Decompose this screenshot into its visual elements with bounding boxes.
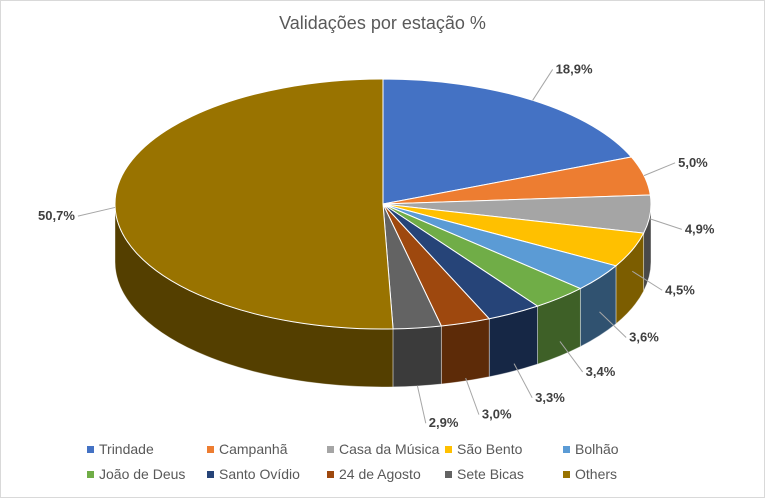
legend-label-3: São Bento — [457, 441, 523, 457]
chart-title: Validações por estação % — [279, 13, 486, 33]
legend-item-3: São Bento — [445, 441, 563, 457]
data-label-5: 3,4% — [586, 364, 616, 379]
legend-swatch-8 — [445, 470, 452, 478]
legend-swatch-4 — [563, 445, 570, 453]
data-label-3: 4,5% — [665, 282, 695, 297]
pie-slice-9 — [114, 78, 394, 330]
leader-line-9 — [77, 206, 116, 217]
legend-label-8: Sete Bicas — [457, 466, 524, 482]
leader-line-6 — [513, 363, 533, 399]
leader-line-8 — [416, 385, 427, 424]
leader-line-4 — [599, 311, 627, 338]
legend-item-9: Others — [563, 466, 673, 482]
legend-item-8: Sete Bicas — [445, 466, 563, 482]
legend-label-9: Others — [575, 466, 618, 482]
leader-line-5 — [559, 341, 584, 373]
data-label-7: 3,0% — [482, 407, 512, 422]
pie-side-7 — [440, 318, 490, 385]
legend-item-4: Bolhão — [563, 441, 673, 457]
legend-label-7: 24 de Agosto — [339, 466, 421, 482]
legend-swatch-1 — [207, 445, 214, 453]
leader-line-3 — [631, 270, 663, 291]
data-label-2: 4,9% — [685, 221, 715, 236]
leader-line-0 — [532, 69, 554, 101]
leader-line-7 — [465, 377, 480, 415]
pie-chart: 18,9% 5,0% 4,9% 4,5% 3,6% 3,4% 3,3% 3,0% 2,9% 50,… — [38, 61, 715, 430]
chart-legend: Trindade Campanhã Casa da Música São Bento B… — [87, 441, 687, 482]
legend-swatch-6 — [207, 470, 214, 478]
leader-line-2 — [649, 218, 682, 230]
data-label-0: 18,9% — [556, 61, 593, 76]
legend-swatch-9 — [563, 470, 570, 478]
legend-item-5: João de Deus — [87, 466, 207, 482]
legend-item-1: Campanhã — [207, 441, 327, 457]
data-label-1: 5,0% — [678, 155, 708, 170]
leader-line-1 — [643, 162, 676, 177]
legend-label-5: João de Deus — [99, 466, 186, 482]
legend-item-2: Casa da Música — [327, 441, 445, 457]
legend-label-4: Bolhão — [575, 441, 619, 457]
legend-swatch-5 — [87, 470, 94, 478]
legend-swatch-2 — [327, 445, 334, 453]
legend-swatch-7 — [327, 470, 334, 478]
legend-item-7: 24 de Agosto — [327, 466, 445, 482]
legend-label-0: Trindade — [99, 441, 154, 457]
legend-swatch-0 — [87, 445, 94, 453]
legend-swatch-3 — [445, 445, 452, 453]
data-label-4: 3,6% — [629, 330, 659, 345]
legend-label-2: Casa da Música — [339, 441, 440, 457]
pie-side-8 — [392, 325, 442, 388]
data-label-6: 3,3% — [535, 390, 565, 405]
data-label-8: 2,9% — [429, 415, 459, 430]
legend-label-6: Santo Ovídio — [219, 466, 300, 482]
data-label-9: 50,7% — [38, 208, 75, 223]
legend-item-6: Santo Ovídio — [207, 466, 327, 482]
legend-item-0: Trindade — [87, 441, 207, 457]
legend-label-1: Campanhã — [219, 441, 288, 457]
